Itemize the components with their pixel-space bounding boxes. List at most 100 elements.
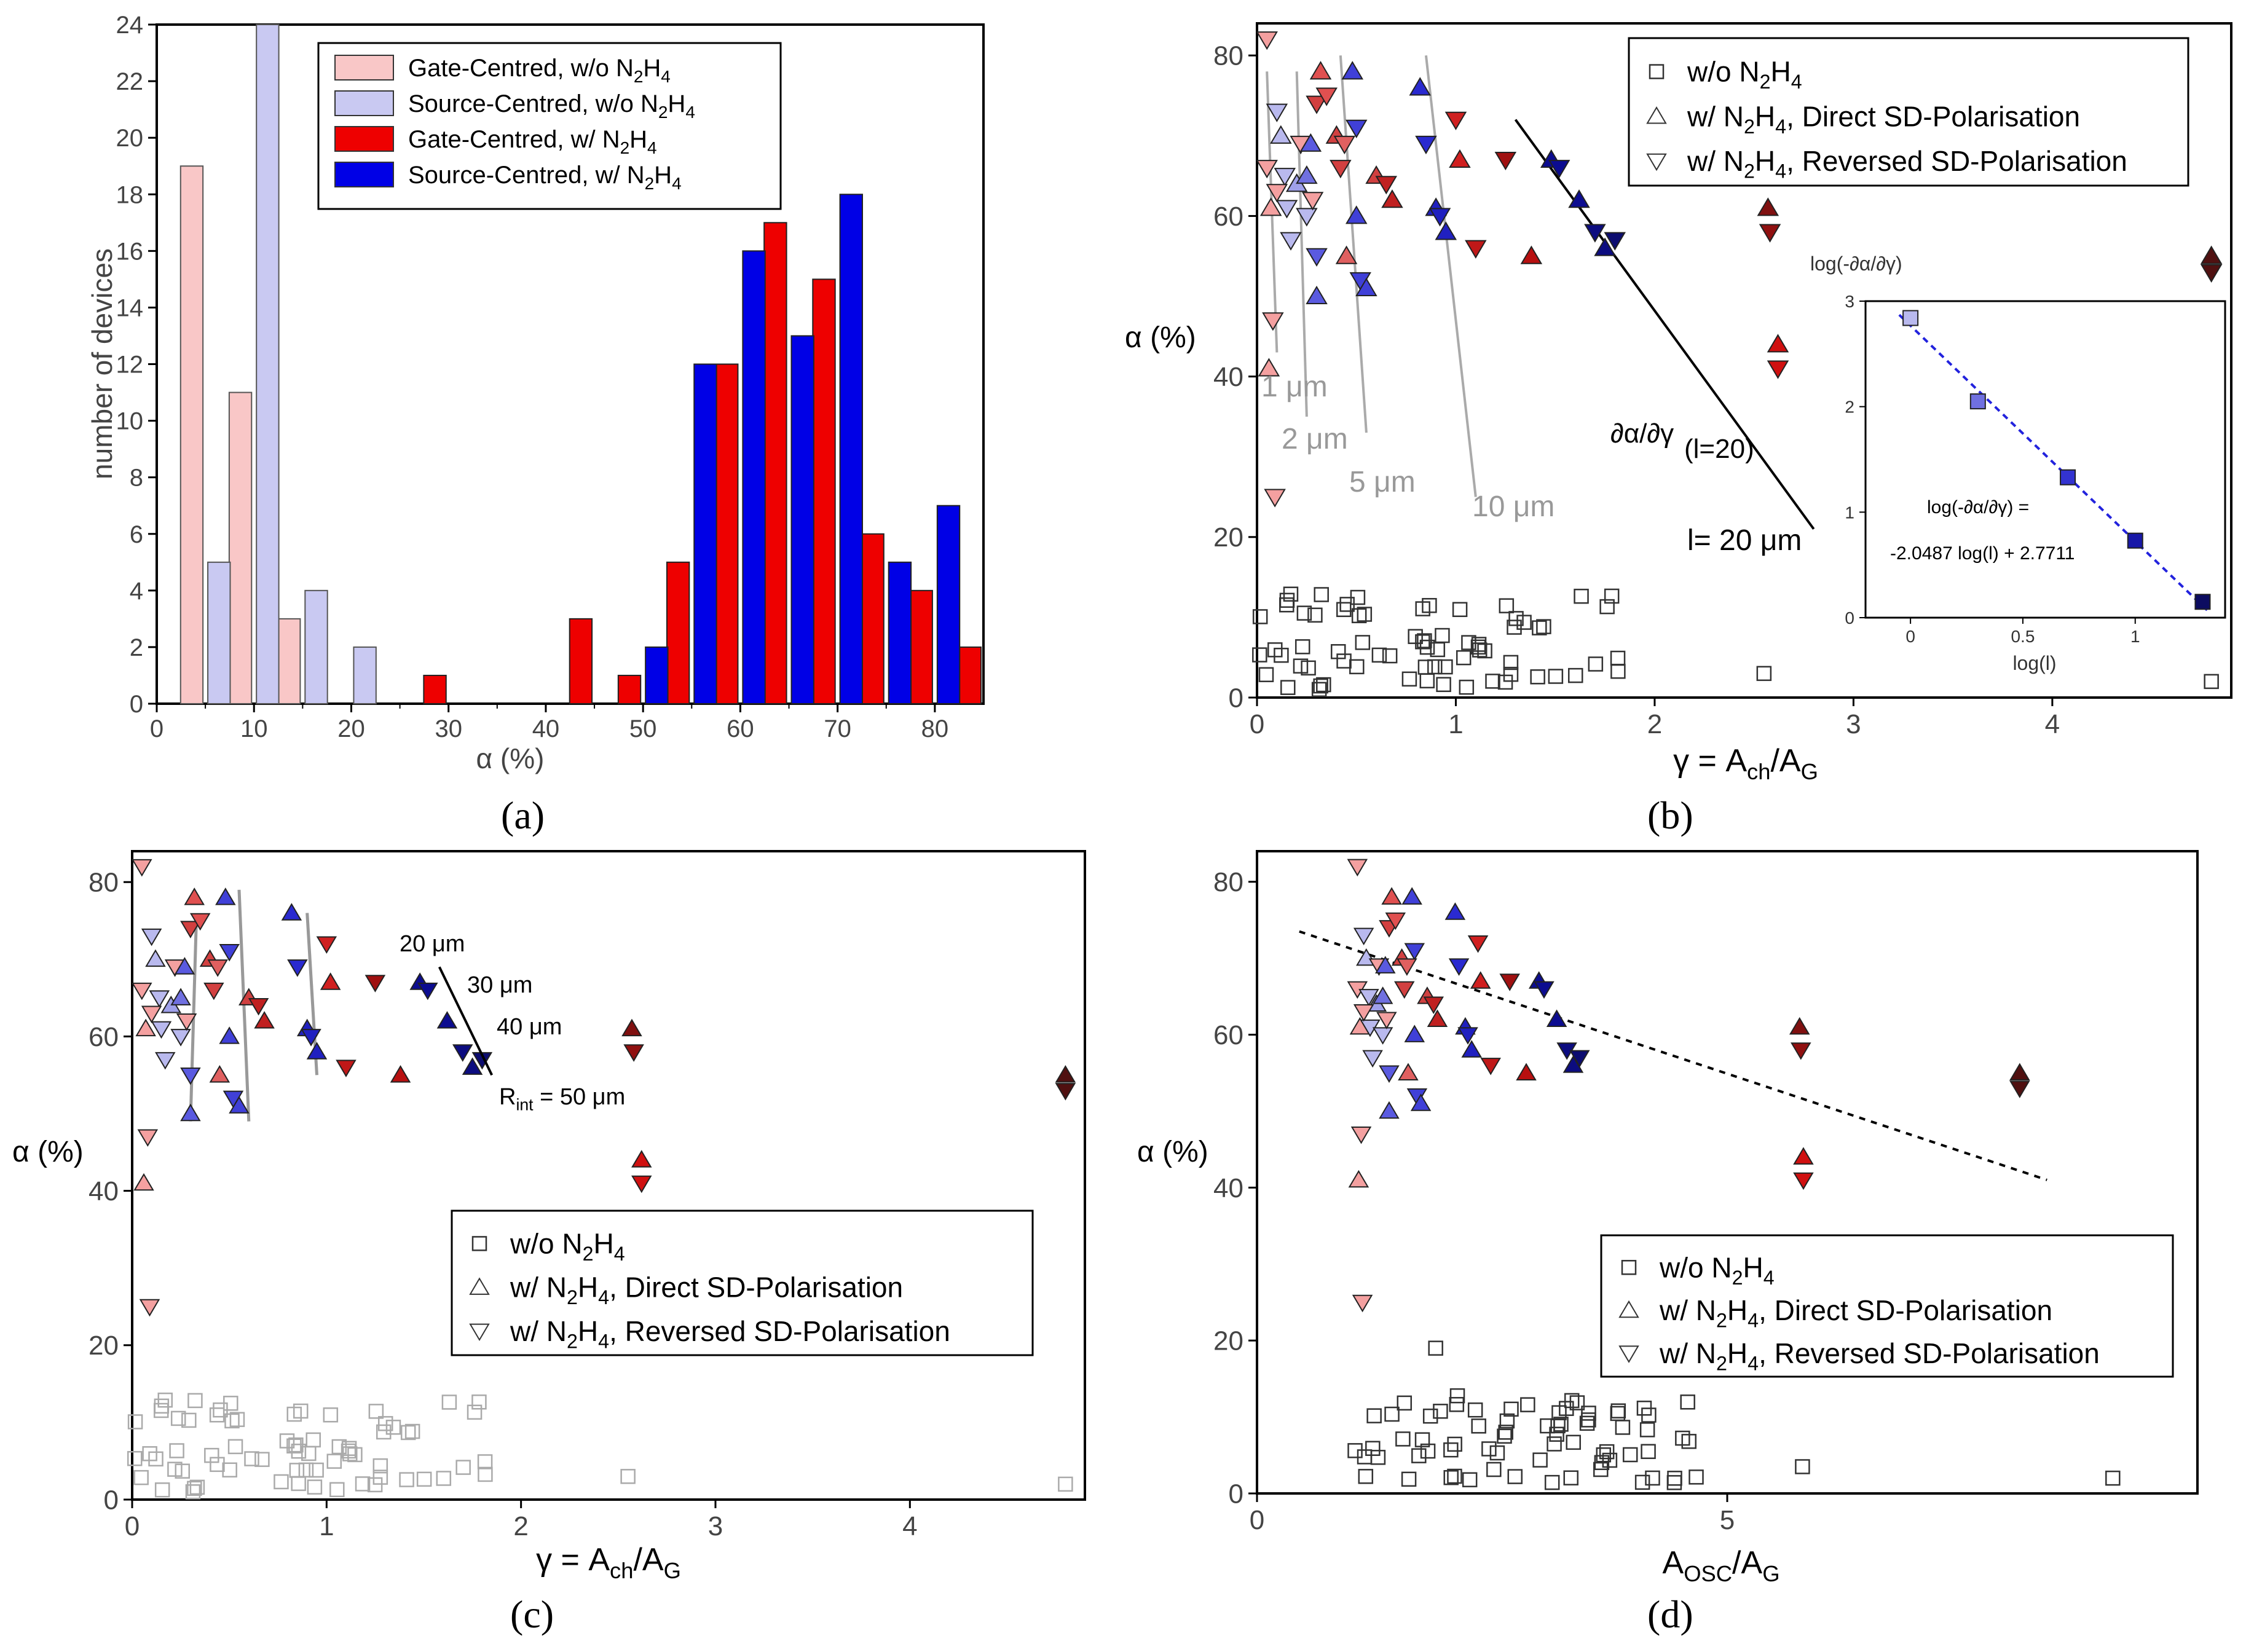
reference-point	[1462, 1472, 1478, 1487]
data-point	[1347, 859, 1368, 877]
reference-point	[169, 1443, 184, 1458]
reference-point	[1316, 677, 1331, 693]
x-tick-label: 4	[902, 1511, 917, 1541]
legend-label: w/o N2H4	[1687, 56, 1802, 93]
reference-point	[368, 1404, 384, 1419]
data-point	[141, 1005, 162, 1023]
reference-point	[187, 1393, 203, 1409]
x-tick-label: 60	[727, 715, 754, 742]
x-axis-label: AOSC/AG	[1663, 1545, 1780, 1586]
data-point	[1494, 152, 1517, 171]
reference-point	[1680, 1394, 1695, 1410]
legend-label: w/ N2H4, Direct SD-Polarisation	[510, 1272, 903, 1309]
inset-x-tick-label: 0.5	[2011, 627, 2035, 646]
data-point	[1428, 208, 1451, 227]
bar	[790, 335, 814, 704]
reference-point	[1382, 648, 1398, 664]
reference-point	[1397, 1395, 1413, 1411]
reference-point	[1540, 1418, 1555, 1434]
x-tick-label: 3	[1846, 709, 1861, 739]
data-point	[1480, 1058, 1501, 1076]
legend-box	[1628, 37, 2189, 187]
reference-point	[1357, 607, 1373, 622]
data-point	[170, 988, 191, 1005]
reference-point	[127, 1414, 143, 1430]
reference-point	[1252, 609, 1268, 624]
reference-point	[1336, 653, 1352, 669]
bar	[763, 222, 787, 704]
reference-point	[1548, 669, 1564, 684]
data-point	[155, 1052, 176, 1070]
reference-point	[1486, 1461, 1502, 1477]
reference-point	[1417, 659, 1433, 675]
data-point	[1270, 125, 1292, 144]
guide-label: 10 μm	[1472, 490, 1555, 523]
reference-point	[1645, 1470, 1660, 1486]
reference-point	[1681, 1434, 1696, 1449]
data-point	[207, 959, 228, 977]
x-tick-label: 2	[513, 1511, 528, 1541]
reference-point	[1489, 1445, 1505, 1461]
reference-point	[1330, 644, 1346, 659]
reference-point	[1449, 1397, 1465, 1412]
reference-point	[291, 1443, 307, 1459]
y-tick-label: 60	[1213, 1020, 1243, 1050]
reference-point	[1358, 1469, 1374, 1484]
reference-point	[204, 1447, 219, 1463]
reference-point	[1314, 587, 1329, 602]
reference-point	[436, 1471, 452, 1486]
reference-point	[1420, 1443, 1436, 1459]
legend-box	[317, 42, 782, 210]
reference-point	[399, 1472, 414, 1487]
x-tick-label: 30	[435, 715, 462, 742]
data-point	[417, 982, 438, 1001]
reference-point	[326, 1453, 342, 1469]
reference-point	[1395, 1431, 1411, 1447]
data-point	[1358, 989, 1379, 1007]
data-point	[203, 982, 224, 1001]
x-tick-label: 40	[532, 715, 560, 742]
data-point	[209, 1065, 231, 1083]
inset-point	[2194, 594, 2211, 610]
radius-label: 20 μm	[400, 931, 465, 957]
legend: w/o N2H4 w/ N2H4, Direct SD-Polarisation w…	[1628, 37, 2189, 187]
reference-point	[1370, 1450, 1386, 1465]
reference-point	[1498, 1425, 1513, 1440]
reference-point	[293, 1403, 309, 1419]
inset-x-tick-label: 1	[2130, 627, 2140, 646]
bar	[569, 618, 593, 704]
y-tick-label: 0	[130, 691, 143, 718]
reference-point	[1532, 620, 1547, 635]
bar	[179, 165, 204, 705]
bar	[861, 533, 885, 704]
x-tick-label: 20	[337, 715, 365, 742]
reference-point	[1294, 639, 1310, 655]
reference-point	[1447, 1468, 1462, 1484]
data-point	[462, 1057, 483, 1075]
guide-label: 2 μm	[1282, 423, 1348, 455]
reference-point	[1311, 682, 1327, 698]
data-point	[1350, 1127, 1372, 1144]
y-axis-label: number of devices	[86, 248, 118, 479]
guide-line	[1424, 55, 1477, 497]
data-point	[133, 1173, 154, 1191]
data-point	[1448, 958, 1470, 976]
reference-point	[329, 1482, 345, 1498]
reference-point	[227, 1439, 243, 1455]
data-point	[1262, 312, 1284, 331]
legend-box	[1600, 1234, 2174, 1378]
y-tick-label: 0	[1229, 683, 1243, 713]
data-point	[1376, 1012, 1397, 1029]
reference-point	[1569, 1395, 1585, 1410]
reference-point	[1507, 620, 1522, 635]
bar	[304, 589, 328, 704]
y-tick-label: 0	[104, 1485, 119, 1515]
reference-point	[1401, 671, 1417, 687]
reference-point	[2204, 674, 2219, 690]
reference-point	[1436, 677, 1451, 693]
data-point	[1410, 1093, 1432, 1111]
guide-line	[1295, 71, 1308, 417]
data-point	[1409, 77, 1431, 96]
legend-square	[1621, 1260, 1637, 1275]
reference-point	[1471, 1418, 1486, 1434]
